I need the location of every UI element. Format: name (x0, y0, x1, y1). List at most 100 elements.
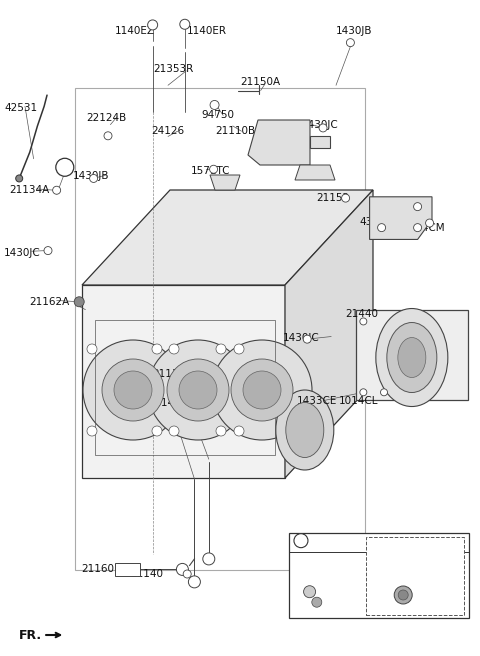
Text: 21134A: 21134A (10, 185, 50, 195)
Text: 94750: 94750 (202, 110, 235, 120)
Circle shape (148, 340, 248, 440)
Circle shape (16, 175, 23, 182)
Bar (289, 533, 469, 618)
Circle shape (426, 219, 433, 227)
Circle shape (152, 344, 162, 354)
Text: 1430JC: 1430JC (283, 333, 320, 343)
Circle shape (414, 224, 421, 232)
Text: 43112: 43112 (359, 216, 392, 227)
Text: 1430JB: 1430JB (73, 171, 109, 181)
Polygon shape (295, 165, 335, 180)
Text: 24126: 24126 (151, 126, 184, 136)
Polygon shape (248, 120, 310, 165)
Text: FR.: FR. (19, 628, 42, 642)
Ellipse shape (387, 323, 437, 392)
Circle shape (303, 335, 311, 343)
Text: 21140: 21140 (131, 569, 164, 579)
Bar (75, 88, 365, 570)
Bar (356, 310, 468, 400)
Circle shape (234, 426, 244, 436)
Text: 1140ER: 1140ER (187, 26, 227, 37)
Circle shape (342, 194, 349, 202)
Circle shape (188, 576, 201, 588)
Text: a: a (298, 536, 304, 545)
Circle shape (56, 158, 74, 176)
Text: 1014CM: 1014CM (403, 223, 446, 234)
Text: a: a (62, 163, 68, 172)
Ellipse shape (376, 308, 448, 407)
Circle shape (243, 371, 281, 409)
Text: 21110B: 21110B (215, 126, 255, 136)
Circle shape (183, 570, 191, 578)
Circle shape (210, 100, 219, 110)
Circle shape (114, 371, 152, 409)
Text: 21443: 21443 (394, 319, 427, 330)
Circle shape (319, 124, 327, 132)
Circle shape (347, 39, 354, 47)
Circle shape (87, 344, 97, 354)
Polygon shape (310, 136, 330, 148)
Polygon shape (82, 285, 285, 478)
Circle shape (212, 340, 312, 440)
Circle shape (398, 590, 408, 600)
Circle shape (231, 359, 293, 421)
Text: 1140EZ: 1140EZ (115, 26, 155, 37)
Text: 21152: 21152 (316, 193, 349, 203)
Bar (115, 563, 140, 576)
Circle shape (177, 564, 188, 575)
Ellipse shape (286, 403, 324, 457)
Text: 42531: 42531 (5, 103, 38, 113)
Text: 21160: 21160 (82, 564, 115, 575)
Circle shape (312, 597, 322, 607)
Circle shape (394, 586, 412, 604)
Circle shape (90, 174, 97, 182)
Circle shape (169, 426, 179, 436)
Text: 1571TC: 1571TC (191, 165, 230, 176)
Circle shape (180, 19, 190, 30)
Text: 1430JC: 1430JC (4, 247, 41, 258)
Circle shape (169, 344, 179, 354)
Circle shape (148, 20, 157, 30)
Circle shape (216, 426, 226, 436)
Circle shape (44, 247, 52, 255)
Circle shape (74, 297, 84, 307)
Circle shape (203, 553, 215, 565)
Text: 21162A: 21162A (29, 297, 69, 307)
Text: 21114: 21114 (153, 369, 186, 379)
Circle shape (294, 534, 308, 548)
Polygon shape (285, 190, 373, 478)
Circle shape (210, 165, 217, 173)
Circle shape (414, 203, 421, 211)
Circle shape (234, 344, 244, 354)
Ellipse shape (398, 338, 426, 377)
Ellipse shape (276, 390, 334, 470)
Text: 21440: 21440 (346, 308, 379, 319)
Circle shape (360, 389, 367, 396)
Circle shape (360, 318, 367, 325)
Text: 22124B: 22124B (86, 113, 127, 123)
Bar (366, 537, 464, 615)
Circle shape (167, 359, 229, 421)
Circle shape (53, 186, 60, 194)
Text: (ALT.): (ALT.) (384, 544, 410, 555)
Text: 21114A: 21114A (142, 398, 182, 409)
Circle shape (179, 371, 217, 409)
Circle shape (152, 426, 162, 436)
Circle shape (104, 132, 112, 140)
Text: 1433CE: 1433CE (297, 396, 337, 407)
Bar (95, 320, 275, 455)
Circle shape (216, 344, 226, 354)
Polygon shape (210, 175, 240, 190)
Circle shape (102, 359, 164, 421)
Text: 1751GI: 1751GI (303, 573, 338, 584)
Text: 1430JC: 1430JC (301, 119, 338, 130)
Text: 1014CL: 1014CL (339, 396, 378, 407)
Text: 21150A: 21150A (240, 77, 280, 87)
Circle shape (83, 340, 183, 440)
Polygon shape (82, 190, 373, 285)
Polygon shape (370, 197, 432, 239)
Text: 21133: 21133 (295, 544, 326, 555)
Text: 21314A: 21314A (384, 557, 421, 567)
Circle shape (87, 426, 97, 436)
Text: 21353R: 21353R (154, 64, 194, 74)
